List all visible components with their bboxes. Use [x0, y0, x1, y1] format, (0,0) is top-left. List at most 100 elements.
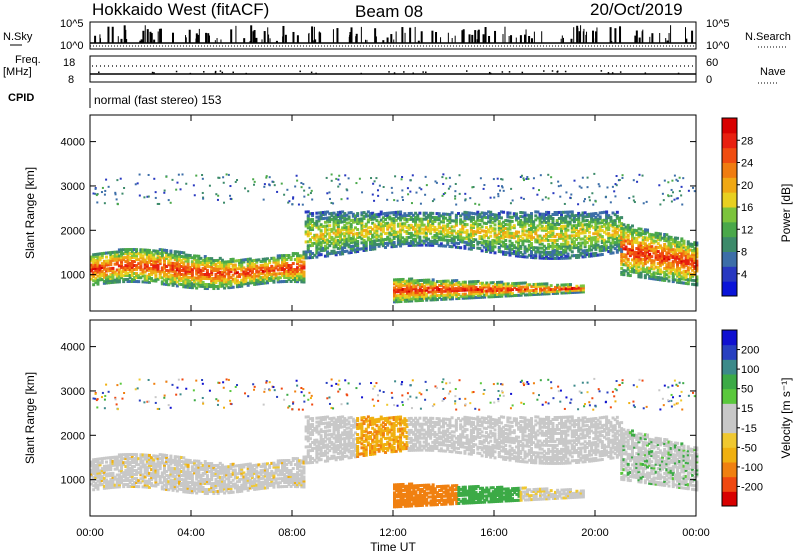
- power-cell: [214, 280, 218, 284]
- power-cell: [177, 276, 181, 280]
- power-cell: [497, 249, 501, 253]
- power-cell: [409, 211, 413, 215]
- power-cell: [272, 256, 276, 260]
- power-noise-cell: [458, 174, 461, 177]
- power-noise-cell: [138, 173, 141, 176]
- power-cell: [439, 232, 443, 236]
- power-cell: [235, 275, 239, 279]
- power-cell: [347, 217, 351, 221]
- power-cell: [182, 265, 186, 269]
- power-cell: [592, 220, 596, 224]
- power-cell: [263, 265, 267, 269]
- power-cell: [315, 245, 319, 249]
- power-cell: [581, 219, 585, 223]
- power-cell: [558, 289, 562, 293]
- power-cell: [617, 220, 621, 224]
- power-cell: [98, 268, 102, 272]
- power-cell: [587, 226, 591, 230]
- power-cell: [511, 292, 515, 296]
- power-cell: [409, 239, 413, 243]
- power-cell: [326, 232, 330, 236]
- power-cell: [545, 286, 549, 290]
- power-cell: [388, 211, 392, 215]
- power-cell: [560, 216, 564, 220]
- power-scatter: [90, 172, 699, 304]
- power-cell: [438, 290, 442, 294]
- power-cell: [615, 240, 619, 244]
- power-cell: [439, 214, 443, 218]
- power-cell: [418, 227, 422, 231]
- power-cell: [268, 261, 272, 265]
- power-cell: [615, 216, 619, 220]
- power-cell: [541, 288, 545, 292]
- power-cell: [285, 273, 289, 277]
- power-cell: [639, 241, 643, 245]
- power-cell: [291, 262, 295, 266]
- power-cell: [182, 277, 186, 281]
- power-cell: [180, 265, 184, 269]
- power-cell: [637, 263, 641, 267]
- power-cell: [381, 228, 385, 232]
- power-cell: [409, 231, 413, 235]
- power-noise-cell: [307, 193, 310, 196]
- power-cell: [420, 227, 424, 231]
- power-cell: [341, 216, 345, 220]
- power-cell: [384, 241, 388, 245]
- power-cell: [111, 278, 115, 282]
- power-cell: [135, 250, 139, 254]
- power-cell: [654, 271, 658, 275]
- power-cell: [323, 224, 327, 228]
- power-cell: [102, 275, 106, 279]
- power-cell: [396, 236, 400, 240]
- power-cell: [628, 262, 632, 266]
- power-cell: [650, 273, 654, 277]
- power-cell: [427, 278, 431, 282]
- power-cell: [450, 219, 454, 223]
- power-cell: [444, 295, 448, 299]
- power-cell: [343, 246, 347, 250]
- power-cell: [420, 217, 424, 221]
- power-cell: [529, 234, 533, 238]
- power-cell: [233, 279, 237, 283]
- power-cell: [663, 270, 667, 274]
- power-cell: [338, 210, 342, 214]
- power-cell: [446, 222, 450, 226]
- power-cell: [585, 219, 589, 223]
- power-cell: [654, 231, 658, 235]
- power-cell: [253, 276, 257, 280]
- power-cell: [201, 274, 205, 278]
- power-cell: [418, 231, 422, 235]
- power-cell: [519, 218, 523, 222]
- power-cell: [534, 250, 538, 254]
- power-cell: [654, 251, 658, 255]
- freq-dot: [677, 72, 680, 75]
- power-cell: [270, 256, 274, 260]
- power-noise-cell: [355, 182, 358, 185]
- velocity-cell: [115, 461, 119, 465]
- power-cell: [463, 224, 467, 228]
- power-cell: [581, 251, 585, 255]
- power-cell: [393, 280, 396, 284]
- power-cell: [431, 298, 435, 302]
- power-cell: [639, 247, 643, 251]
- power-cell: [212, 279, 216, 283]
- power-cell: [347, 231, 351, 235]
- power-cell: [688, 262, 692, 266]
- power-cell: [182, 285, 186, 289]
- velocity-cell: [90, 460, 93, 464]
- power-cell: [476, 240, 480, 244]
- power-cell: [373, 225, 377, 229]
- power-cell: [111, 272, 115, 276]
- power-cell: [688, 256, 692, 260]
- power-cell: [323, 220, 327, 224]
- power-cell: [517, 252, 521, 256]
- velocity-cell: [102, 478, 106, 482]
- power-cell: [433, 294, 437, 298]
- power-cell: [564, 214, 568, 218]
- power-cell: [250, 259, 254, 263]
- power-cell: [532, 246, 536, 250]
- power-cell: [572, 230, 576, 234]
- power-cell: [399, 234, 403, 238]
- power-cell: [468, 292, 472, 296]
- power-cell: [695, 265, 699, 269]
